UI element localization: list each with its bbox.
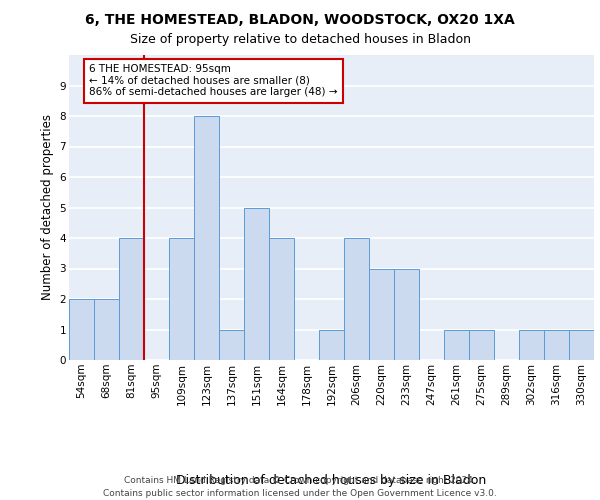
Bar bbox=[319, 330, 344, 360]
Bar bbox=[269, 238, 294, 360]
Bar bbox=[69, 299, 94, 360]
Bar bbox=[369, 268, 394, 360]
Text: 6 THE HOMESTEAD: 95sqm
← 14% of detached houses are smaller (8)
86% of semi-deta: 6 THE HOMESTEAD: 95sqm ← 14% of detached… bbox=[89, 64, 337, 98]
Bar bbox=[469, 330, 494, 360]
Bar bbox=[394, 268, 419, 360]
Bar bbox=[244, 208, 269, 360]
Bar bbox=[444, 330, 469, 360]
Bar bbox=[519, 330, 544, 360]
Bar bbox=[94, 299, 119, 360]
Bar bbox=[119, 238, 144, 360]
Text: 6, THE HOMESTEAD, BLADON, WOODSTOCK, OX20 1XA: 6, THE HOMESTEAD, BLADON, WOODSTOCK, OX2… bbox=[85, 12, 515, 26]
Text: Contains HM Land Registry data © Crown copyright and database right 2024.
Contai: Contains HM Land Registry data © Crown c… bbox=[103, 476, 497, 498]
Bar bbox=[344, 238, 369, 360]
Text: Size of property relative to detached houses in Bladon: Size of property relative to detached ho… bbox=[130, 32, 470, 46]
Bar bbox=[169, 238, 194, 360]
Bar bbox=[569, 330, 594, 360]
Bar bbox=[544, 330, 569, 360]
Y-axis label: Number of detached properties: Number of detached properties bbox=[41, 114, 54, 300]
Bar bbox=[219, 330, 244, 360]
Bar bbox=[194, 116, 219, 360]
X-axis label: Distribution of detached houses by size in Bladon: Distribution of detached houses by size … bbox=[176, 474, 487, 488]
